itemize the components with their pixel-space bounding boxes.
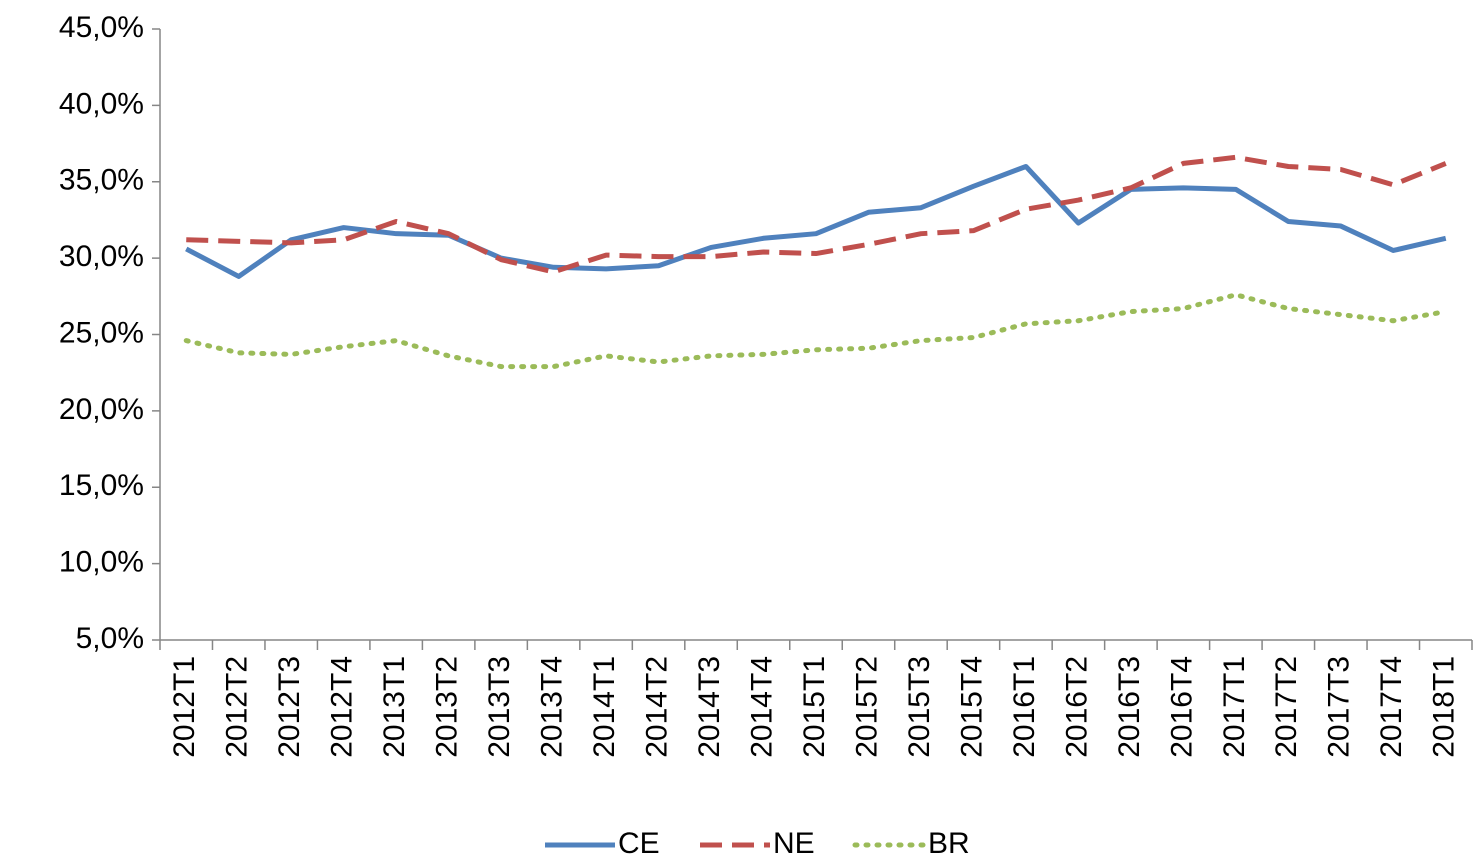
x-tick-label: 2018T1: [1428, 656, 1461, 758]
y-tick-label: 15,0%: [59, 469, 144, 502]
x-tick-label: 2017T3: [1323, 656, 1356, 758]
y-tick-label: 10,0%: [59, 546, 144, 579]
line-series: [183, 292, 1449, 370]
x-tick-label: 2014T2: [640, 656, 673, 758]
y-tick-label: 45,0%: [59, 11, 144, 44]
x-tick-label: 2016T3: [1113, 656, 1146, 758]
x-tick-label: 2017T4: [1375, 656, 1408, 758]
x-tick-label: 2015T3: [903, 656, 936, 758]
x-tick-label: 2013T3: [483, 656, 516, 758]
x-tick-label: 2014T4: [745, 656, 778, 758]
legend-label: CE: [618, 827, 660, 860]
x-tick-label: 2015T4: [955, 656, 988, 758]
y-tick-label: 20,0%: [59, 393, 144, 426]
x-tick-label: 2016T4: [1165, 656, 1198, 758]
x-tick-label: 2014T3: [693, 656, 726, 758]
x-tick-label: 2012T1: [168, 656, 201, 758]
line-series: [185, 163, 1447, 279]
x-tick-label: 2012T3: [273, 656, 306, 758]
x-tick-label: 2014T1: [588, 656, 621, 758]
x-tick-label: 2017T2: [1270, 656, 1303, 758]
y-tick-label: 30,0%: [59, 240, 144, 273]
x-tick-label: 2013T4: [536, 656, 569, 758]
x-tick-label: 2016T1: [1008, 656, 1041, 758]
x-tick-label: 2012T2: [221, 656, 254, 758]
x-tick-label: 2013T2: [431, 656, 464, 758]
y-tick-label: 35,0%: [59, 164, 144, 197]
line-series: [186, 154, 1447, 275]
x-tick-label: 2017T1: [1218, 656, 1251, 758]
x-tick-label: 2013T1: [378, 656, 411, 758]
y-tick-label: 5,0%: [76, 622, 144, 655]
x-tick-label: 2015T1: [798, 656, 831, 758]
x-tick-label: 2016T2: [1060, 656, 1093, 758]
x-tick-label: 2015T2: [850, 656, 883, 758]
legend-label: NE: [773, 827, 815, 860]
y-tick-label: 25,0%: [59, 316, 144, 349]
legend-label: BR: [928, 827, 970, 860]
y-tick-label: 40,0%: [59, 87, 144, 120]
x-tick-label: 2012T4: [326, 656, 359, 758]
